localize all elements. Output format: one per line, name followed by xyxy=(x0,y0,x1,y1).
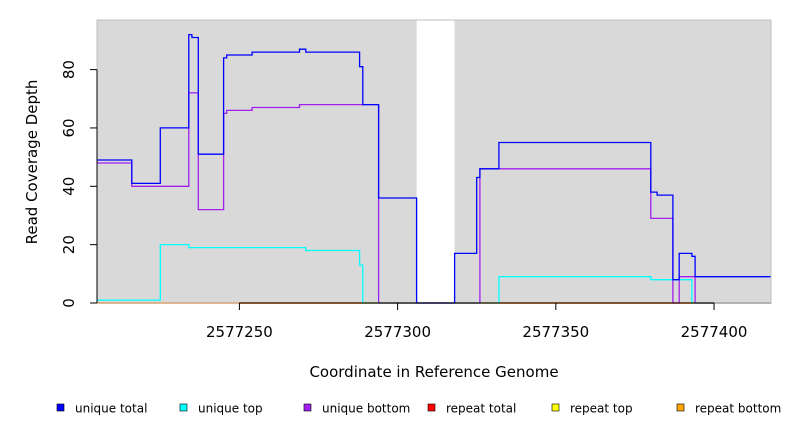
y-axis: 0 20 40 60 80 xyxy=(60,60,98,308)
x-tick-label: 2577250 xyxy=(206,323,273,341)
series-line-unique-total xyxy=(97,33,771,304)
legend-item-repeat-top: repeat top xyxy=(551,402,633,416)
legend-item-unique-bottom: unique bottom xyxy=(303,402,410,416)
legend-item-unique-total: unique total xyxy=(56,402,147,416)
legend-swatch xyxy=(427,403,436,412)
legend-item-unique-top: unique top xyxy=(179,402,263,416)
legend-label: unique bottom xyxy=(322,402,410,416)
y-tick-label: 40 xyxy=(60,177,78,196)
legend-label: repeat total xyxy=(446,402,516,416)
legend-swatch xyxy=(676,403,685,412)
legend-swatch xyxy=(303,403,312,412)
x-tick-label: 2577350 xyxy=(522,323,589,341)
y-axis-title: Read Coverage Depth xyxy=(23,80,41,245)
x-axis-title: Coordinate in Reference Genome xyxy=(309,363,558,381)
y-tick-label: 80 xyxy=(60,60,78,79)
legend: unique total unique top unique bottom repea… xyxy=(56,402,781,416)
y-tick-label: 0 xyxy=(60,298,78,308)
legend-label: repeat bottom xyxy=(695,402,781,416)
legend-swatch xyxy=(551,403,560,412)
x-tick-label: 2577400 xyxy=(681,323,748,341)
y-tick-label: 60 xyxy=(60,118,78,137)
legend-swatch xyxy=(179,403,188,412)
legend-item-repeat-bottom: repeat bottom xyxy=(676,402,781,416)
x-tick-label: 2577300 xyxy=(364,323,431,341)
x-axis: 2577250 2577300 2577350 2577400 xyxy=(206,302,748,341)
legend-label: unique top xyxy=(198,402,263,416)
legend-label: repeat top xyxy=(570,402,633,416)
legend-swatch xyxy=(56,403,65,412)
gap-region xyxy=(416,20,455,303)
y-tick-label: 20 xyxy=(60,235,78,254)
legend-item-repeat-total: repeat total xyxy=(427,402,516,416)
legend-label: unique total xyxy=(75,402,147,416)
